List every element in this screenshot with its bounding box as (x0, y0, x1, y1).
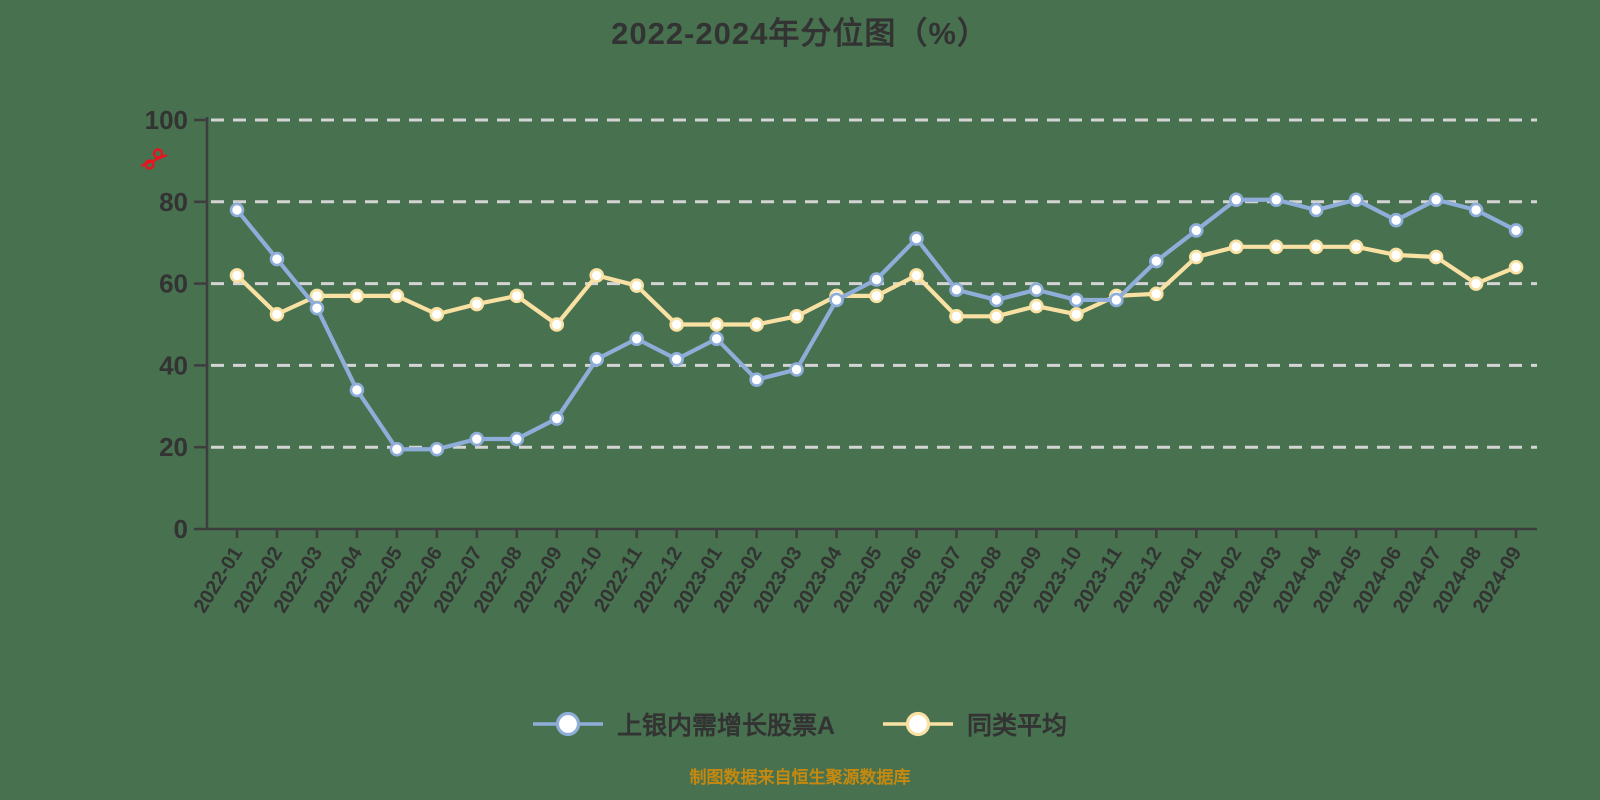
data-point-marker (1348, 239, 1364, 255)
data-point-marker (869, 288, 884, 304)
data-point-marker (949, 282, 964, 298)
legend-item-category-average: 同类平均 (883, 706, 1067, 742)
y-axis-unit-percent-icon (140, 148, 168, 170)
data-point-marker (669, 351, 684, 367)
data-point-marker (1308, 202, 1324, 218)
data-point-marker (1228, 192, 1244, 208)
data-point-marker (1468, 276, 1484, 291)
data-point-marker (1268, 239, 1284, 255)
data-point-marker (1428, 192, 1444, 208)
data-point-marker (1029, 298, 1044, 314)
data-point-marker (1109, 292, 1124, 308)
data-point-marker (629, 278, 645, 293)
data-point-marker (469, 296, 485, 312)
data-point-marker (749, 317, 764, 332)
data-point-marker (1069, 306, 1084, 322)
y-axis-ticks: 0 20 40 60 80 100 (145, 105, 207, 544)
series-line (235, 197, 1517, 452)
fund-series-marker-icon (532, 711, 603, 737)
data-point-marker (1508, 223, 1524, 238)
data-point-marker (1268, 192, 1284, 208)
data-point-marker (909, 231, 924, 246)
data-point-marker (309, 300, 325, 316)
data-point-marker (349, 382, 365, 398)
data-point-marker (509, 431, 525, 447)
data-point-marker (949, 309, 964, 324)
data-point-marker (389, 288, 405, 304)
data-point-marker (229, 268, 245, 283)
legend-item-fund: 上银内需增长股票A (532, 706, 836, 742)
data-point-marker (1228, 239, 1244, 255)
data-point-marker (789, 362, 804, 377)
data-point-marker (909, 268, 924, 283)
data-point-marker (549, 317, 565, 332)
data-point-marker (269, 251, 285, 267)
chart-title: 2022-2024年分位图（%） (611, 16, 989, 51)
data-point-marker (1029, 282, 1044, 298)
data-point-marker (989, 309, 1004, 324)
data-point-marker (1069, 292, 1084, 308)
data-point-marker (469, 431, 485, 447)
data-point-marker (669, 317, 684, 332)
x-axis-ticks: 2022-012022-022022-032022-042022-052022-… (190, 529, 1526, 617)
data-point-marker (1508, 259, 1524, 275)
data-point-marker (269, 306, 285, 322)
data-source-note: 制图数据来自恒生聚源数据库 (689, 768, 911, 787)
data-point-marker (589, 268, 605, 283)
data-point-marker (989, 292, 1004, 308)
legend-label-category-average: 同类平均 (967, 712, 1068, 740)
data-point-marker (749, 372, 764, 388)
data-point-marker (1308, 239, 1324, 255)
y-tick-label: 0 (174, 514, 188, 544)
y-tick-label: 100 (145, 105, 188, 135)
data-point-marker (429, 441, 445, 457)
data-point-marker (1188, 249, 1204, 265)
data-point-marker (1348, 192, 1364, 208)
category-average-series-marker-icon (883, 711, 954, 737)
data-point-marker (549, 411, 565, 426)
chart-legend: 上银内需增长股票A 同类平均 (0, 706, 1600, 742)
data-point-marker (709, 317, 724, 332)
data-point-marker (829, 292, 844, 308)
data-point-marker (389, 441, 405, 457)
data-point-marker (789, 309, 804, 324)
y-tick-label: 20 (159, 432, 188, 462)
data-point-marker (229, 202, 245, 218)
axes (205, 117, 1537, 531)
data-point-marker (869, 272, 884, 287)
y-tick-label: 80 (159, 187, 188, 217)
data-point-marker (1388, 212, 1404, 228)
legend-label-fund: 上银内需增长股票A (616, 712, 836, 740)
data-point-marker (1388, 247, 1404, 263)
data-point-marker (349, 288, 365, 304)
data-point-marker (629, 331, 645, 347)
data-point-marker (1149, 253, 1164, 269)
data-point-marker (1149, 286, 1164, 302)
data-point-marker (509, 288, 525, 304)
data-point-marker (1428, 249, 1444, 265)
data-point-marker (589, 351, 605, 367)
y-tick-label: 60 (159, 269, 188, 299)
series-1 (229, 192, 1524, 457)
y-tick-label: 40 (159, 350, 188, 380)
data-point-marker (1468, 202, 1484, 218)
data-point-marker (1188, 223, 1204, 238)
data-point-marker (429, 306, 445, 322)
data-point-marker (709, 331, 724, 347)
